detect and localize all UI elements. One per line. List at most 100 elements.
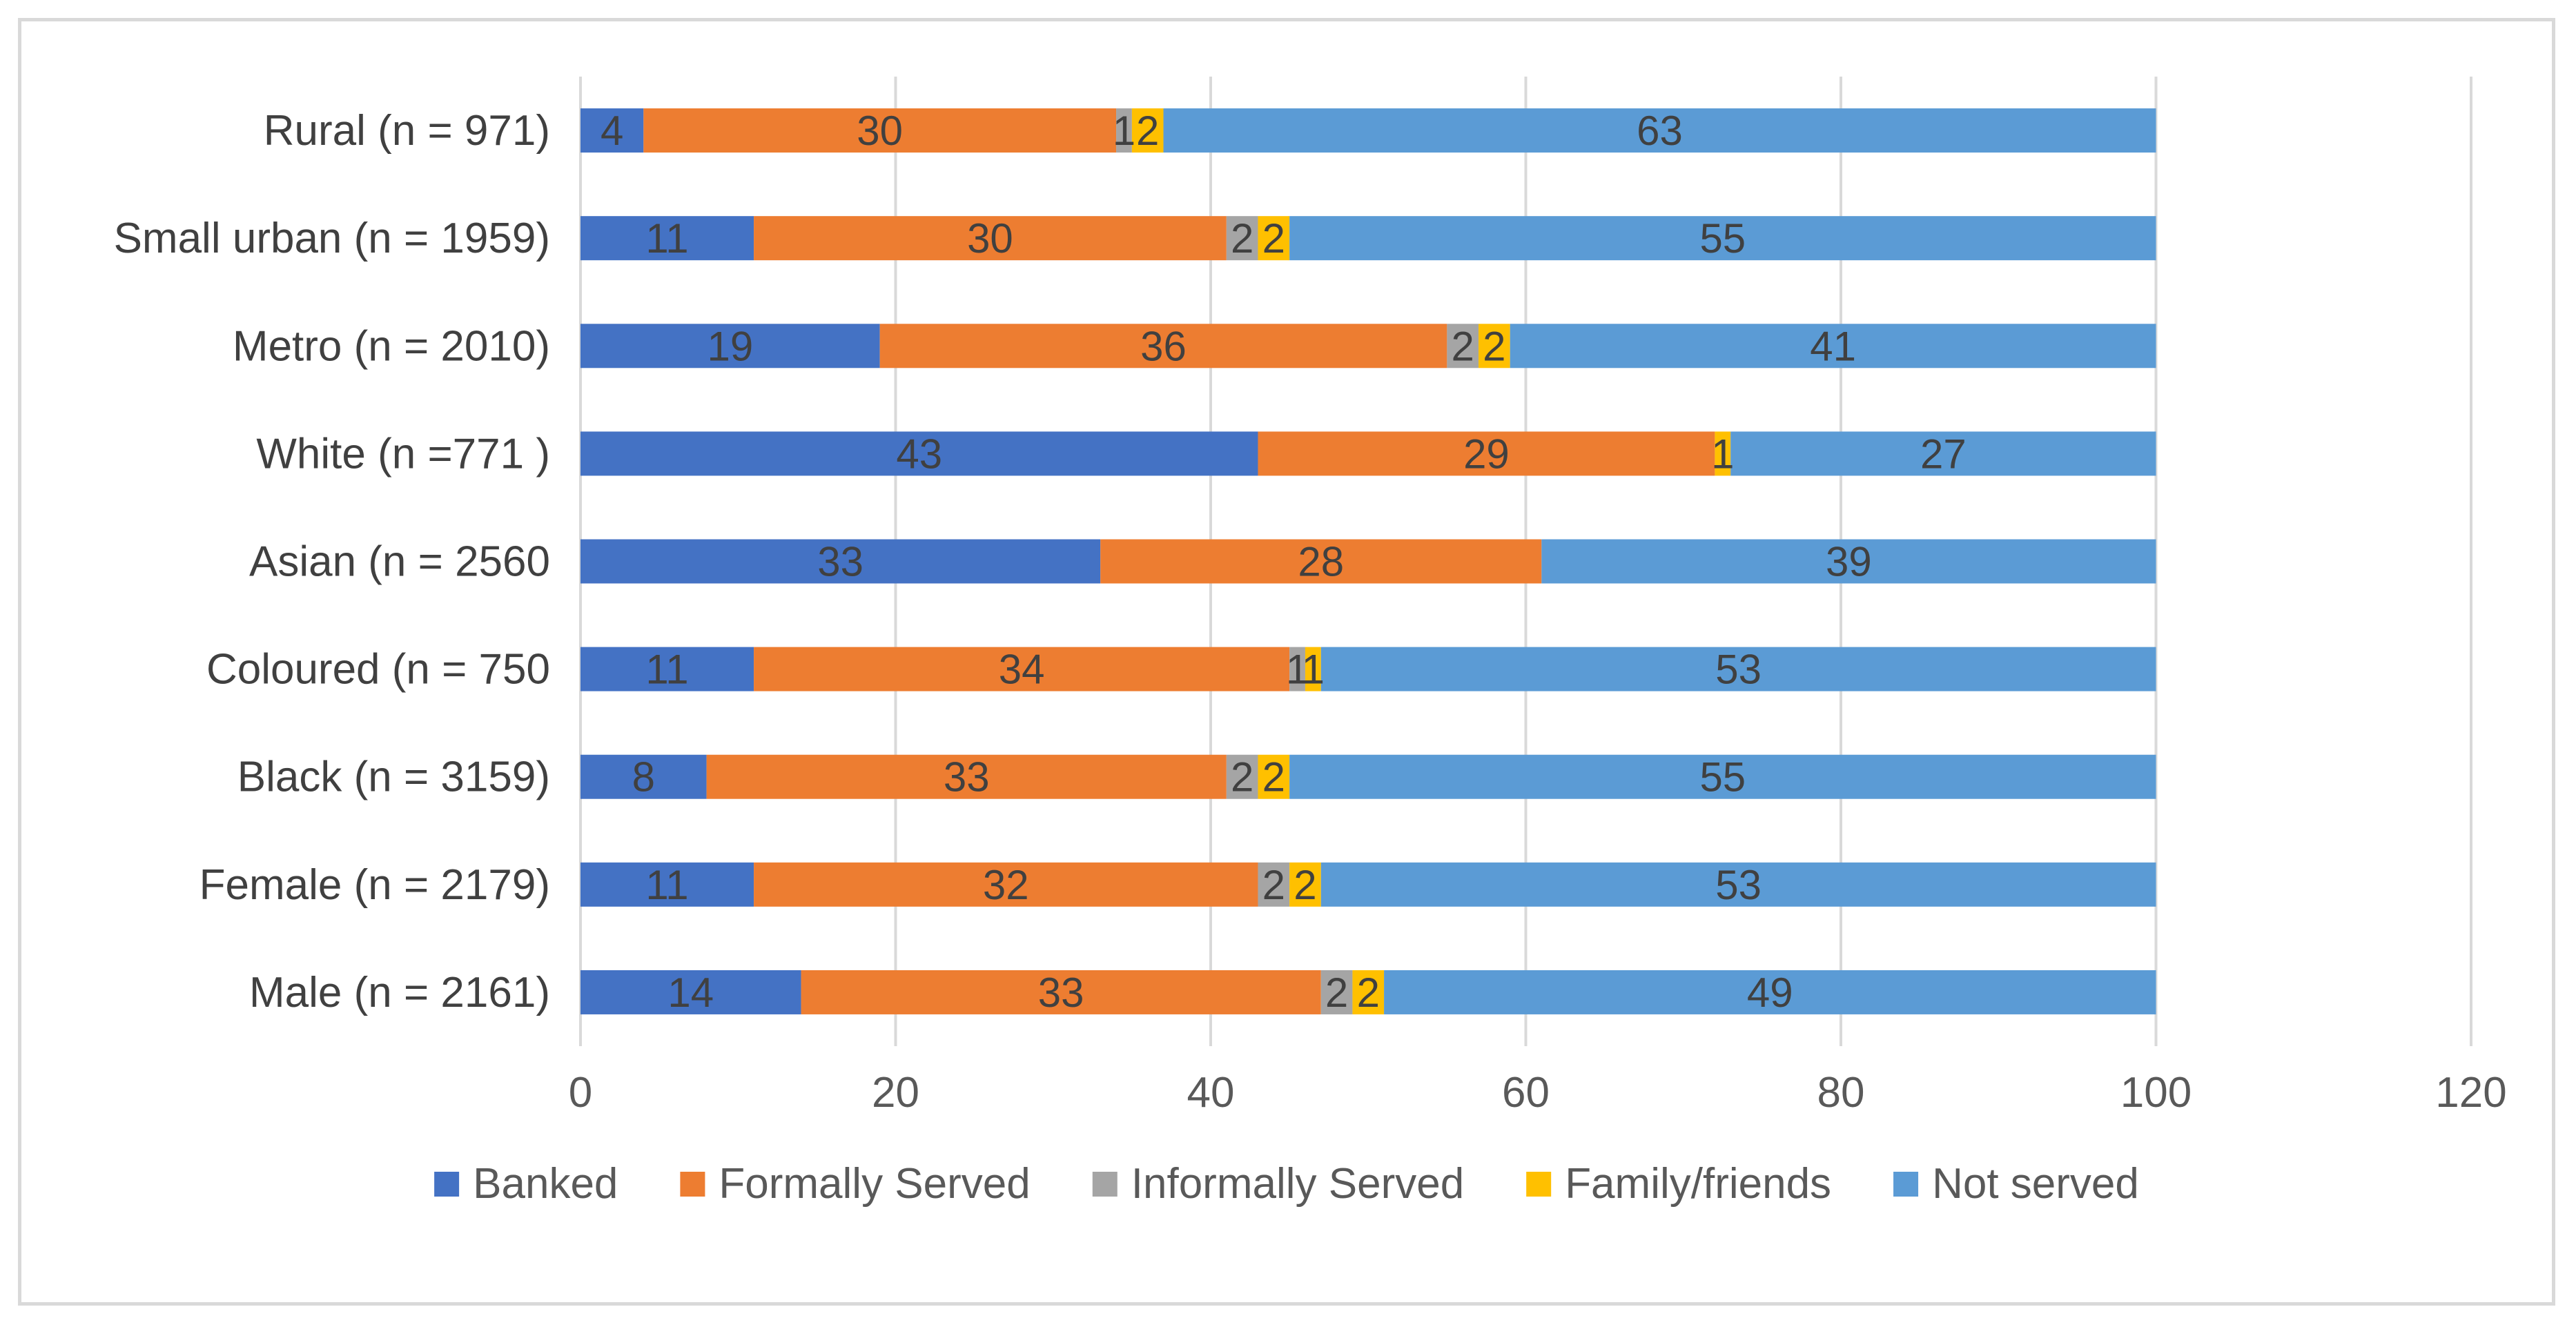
chart-frame: 4 30 1 2 63 11 30 2 2 55 19 36 2 2 41 43 29 1 27 33 28 39 11 34… [18, 18, 2555, 1306]
bar-family-friends-3 [1715, 431, 1731, 476]
data-label-informally-served-5: 1 [1286, 647, 1309, 693]
category-label-male-n-2161: Male (n = 2161) [249, 969, 550, 1016]
data-label-formally-served-3: 29 [1463, 431, 1510, 477]
data-label-formally-served-5: 34 [999, 647, 1045, 693]
data-label-informally-served-8: 2 [1325, 970, 1348, 1016]
data-label-family-friends-7: 2 [1294, 862, 1316, 908]
data-label-not-served-6: 55 [1699, 754, 1746, 800]
data-label-not-served-8: 49 [1747, 970, 1793, 1016]
bar-not-served-0 [1163, 108, 2156, 153]
category-label-asian-n-2560: Asian (n = 2560 [249, 538, 550, 586]
category-label-small-urban-n-1959: Small urban (n = 1959) [114, 215, 550, 262]
bar-not-served-6 [1289, 754, 2156, 799]
x-tick-label-100: 100 [2120, 1069, 2192, 1117]
bar-informally-served-5 [1289, 647, 1305, 691]
legend-label-banked: Banked [473, 1160, 618, 1208]
legend-label-formally-served: Formally Served [719, 1160, 1030, 1208]
x-tick-label-80: 80 [1817, 1069, 1865, 1117]
data-label-banked-5: 11 [645, 647, 688, 693]
data-label-formally-served-7: 32 [983, 862, 1029, 908]
bar-not-served-3 [1730, 431, 2156, 476]
bar-informally-served-6 [1226, 754, 1258, 799]
legend-swatch-family-friends [1526, 1172, 1552, 1197]
data-label-formally-served-8: 33 [1038, 970, 1084, 1016]
data-label-formally-served-1: 30 [967, 215, 1013, 262]
data-label-not-served-1: 55 [1699, 215, 1746, 262]
bar-banked-7 [580, 862, 754, 907]
bar-formally-served-1 [754, 216, 1227, 261]
legend-label-family-friends: Family/friends [1565, 1160, 1831, 1208]
bar-family-friends-5 [1305, 647, 1321, 691]
bar-family-friends-6 [1258, 754, 1290, 799]
category-label-black-n-3159: Black (n = 3159) [237, 754, 550, 801]
data-label-family-friends-8: 2 [1357, 970, 1380, 1016]
x-axis-tick-labels: 0 20 40 60 80 100 120 [569, 1069, 2507, 1117]
bar-formally-served-0 [643, 108, 1117, 153]
bars [580, 108, 2156, 1014]
x-tick-label-60: 60 [1502, 1069, 1550, 1117]
legend-swatch-banked [434, 1172, 460, 1197]
data-label-not-served-2: 41 [1810, 323, 1856, 369]
data-label-banked-8: 14 [667, 970, 714, 1016]
bar-banked-8 [580, 970, 801, 1014]
data-label-informally-served-0: 1 [1113, 108, 1135, 154]
x-tick-label-20: 20 [872, 1069, 919, 1117]
data-label-informally-served-6: 2 [1231, 754, 1253, 800]
bar-banked-5 [580, 647, 754, 691]
x-tick-label-120: 120 [2435, 1069, 2506, 1117]
data-label-formally-served-4: 28 [1298, 539, 1344, 585]
x-tick-label-0: 0 [569, 1069, 592, 1117]
bar-formally-served-6 [706, 754, 1227, 799]
bar-not-served-1 [1289, 216, 2156, 261]
data-label-informally-served-1: 2 [1231, 215, 1253, 262]
data-label-banked-4: 33 [817, 539, 863, 585]
bar-banked-4 [580, 539, 1101, 584]
bar-informally-served-1 [1226, 216, 1258, 261]
data-label-not-served-5: 53 [1715, 647, 1762, 693]
data-label-family-friends-2: 2 [1483, 323, 1505, 369]
bar-banked-3 [580, 431, 1258, 476]
bar-formally-served-3 [1258, 431, 1715, 476]
data-label-informally-served-7: 2 [1262, 862, 1285, 908]
bar-informally-served-8 [1320, 970, 1353, 1014]
legend-label-not-served: Not served [1932, 1160, 2139, 1208]
bar-banked-2 [580, 324, 880, 368]
bar-formally-served-7 [754, 862, 1258, 907]
data-label-not-served-3: 27 [1920, 431, 1967, 477]
bar-family-friends-8 [1352, 970, 1385, 1014]
bar-not-served-2 [1510, 324, 2156, 368]
legend-swatch-informally-served [1092, 1172, 1118, 1197]
bar-family-friends-7 [1289, 862, 1321, 907]
bar-formally-served-4 [1100, 539, 1542, 584]
category-label-white-n-771: White (n =771 ) [256, 430, 550, 478]
data-label-banked-1: 11 [645, 215, 688, 262]
bar-banked-1 [580, 216, 754, 261]
bar-banked-0 [580, 108, 644, 153]
category-labels: Rural (n = 971) Small urban (n = 1959) Met… [114, 107, 550, 1016]
bar-not-served-8 [1384, 970, 2156, 1014]
data-label-family-friends-6: 2 [1262, 754, 1285, 800]
data-label-formally-served-0: 30 [857, 108, 903, 154]
category-label-metro-n-2010: Metro (n = 2010) [233, 322, 550, 370]
data-label-formally-served-6: 33 [944, 754, 990, 800]
bar-not-served-4 [1541, 539, 2156, 584]
bar-formally-served-2 [879, 324, 1447, 368]
bar-not-served-5 [1320, 647, 2156, 691]
data-label-family-friends-0: 2 [1136, 108, 1159, 154]
legend: Banked Formally Served Informally Served Fa… [434, 1160, 2139, 1208]
legend-swatch-not-served [1893, 1172, 1919, 1197]
data-label-family-friends-1: 2 [1262, 215, 1285, 262]
data-label-informally-served-2: 2 [1452, 323, 1474, 369]
bar-informally-served-0 [1116, 108, 1132, 153]
bar-banked-6 [580, 754, 707, 799]
data-label-formally-served-2: 36 [1140, 323, 1187, 369]
category-label-female-n-2179: Female (n = 2179) [199, 861, 550, 909]
data-label-not-served-4: 39 [1826, 539, 1872, 585]
x-tick-label-40: 40 [1187, 1069, 1235, 1117]
data-label-family-friends-3: 1 [1711, 431, 1734, 477]
bar-formally-served-8 [801, 970, 1321, 1014]
data-label-banked-7: 11 [645, 862, 688, 908]
bar-family-friends-2 [1479, 324, 1510, 368]
